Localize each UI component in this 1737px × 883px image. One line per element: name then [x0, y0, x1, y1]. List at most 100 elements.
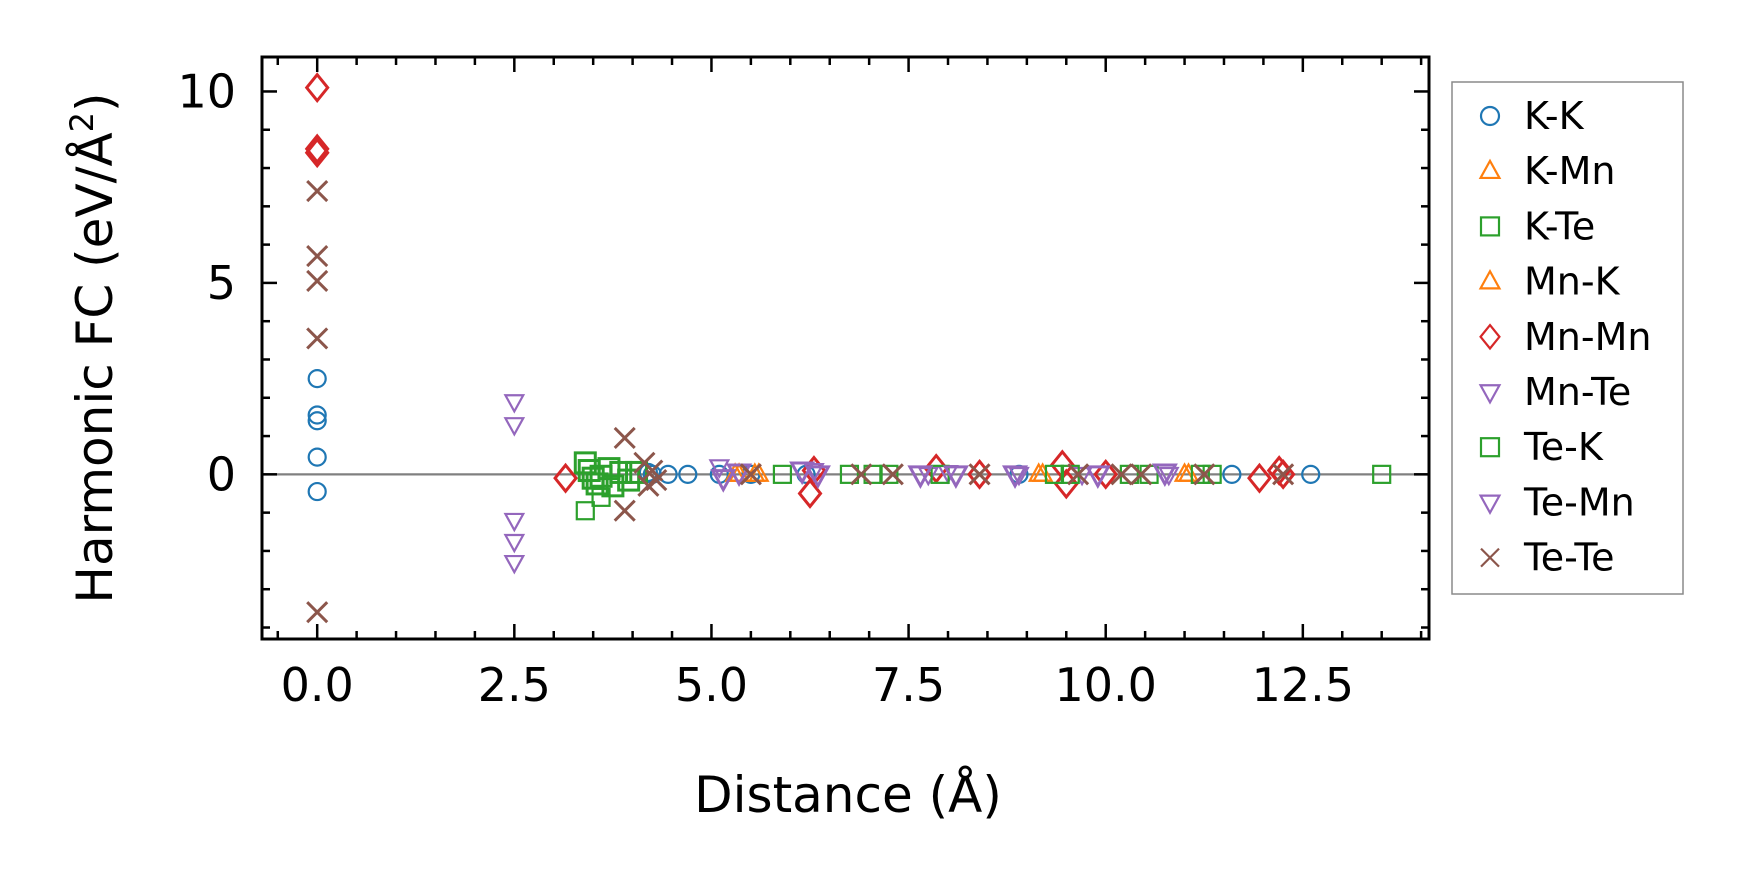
data-point — [708, 459, 731, 479]
data-point — [1044, 464, 1065, 484]
data-point — [923, 453, 949, 484]
markers-layer — [304, 72, 1392, 624]
data-point — [879, 464, 899, 484]
legend-label: Te-Mn — [1523, 480, 1635, 524]
data-point — [613, 426, 636, 450]
data-point — [645, 469, 668, 492]
y-axis-label: Harmonic FC (eV/Å2) — [63, 92, 124, 603]
data-point — [942, 465, 969, 489]
x-tick-label: 0.0 — [281, 658, 354, 712]
x-tick-label: 5.0 — [675, 658, 748, 712]
data-point — [678, 464, 698, 484]
x-tick-labels: 0.0 2.5 5.0 7.5 10.0 12.5 — [281, 658, 1354, 712]
data-point — [863, 464, 883, 484]
data-point — [304, 72, 330, 104]
legend-item-k-te: K-Te — [1479, 204, 1595, 248]
data-point — [503, 554, 526, 575]
series-k-te — [573, 451, 649, 498]
legend-item-te-te: Te-Te — [1480, 536, 1615, 580]
data-point — [613, 499, 636, 522]
legend-items: K-K K-Mn K-Te Mn-K Mn-Mn Mn-Te Te-K Te-Mn Te-Te — [1478, 94, 1651, 580]
legend-label: K-Mn — [1524, 149, 1616, 193]
legend-label: Mn-Mn — [1524, 315, 1651, 359]
data-point — [1372, 464, 1392, 484]
data-point — [1173, 462, 1196, 482]
data-point — [1272, 463, 1295, 486]
data-point — [1158, 466, 1180, 487]
y-tick-label: 0 — [207, 447, 236, 501]
legend-item-mn-k: Mn-K — [1478, 260, 1621, 304]
y-tick-labels: 0 5 10 — [177, 64, 236, 501]
data-point — [968, 463, 991, 486]
data-point — [1130, 463, 1153, 486]
data-point — [617, 468, 641, 492]
y-axis-label-main: Harmonic FC (eV/Å — [66, 132, 124, 603]
data-point — [306, 245, 329, 268]
data-point — [881, 463, 904, 486]
data-point — [1027, 462, 1050, 482]
legend-marker — [1478, 384, 1502, 405]
data-point — [1093, 458, 1119, 490]
legend-label: Mn-K — [1524, 260, 1621, 304]
data-point — [1067, 463, 1090, 486]
data-point — [1110, 463, 1133, 486]
legend-marker — [1479, 437, 1501, 458]
x-tick-label: 10.0 — [1054, 658, 1156, 712]
data-point — [503, 417, 526, 437]
legend: K-K K-Mn K-Te Mn-K Mn-Mn Mn-Te Te-K Te-Mn Te-Te — [1451, 81, 1684, 595]
data-point — [1151, 463, 1178, 488]
data-point — [1301, 464, 1321, 484]
data-point — [306, 601, 329, 624]
data-point — [609, 460, 633, 484]
ticks-layer — [262, 57, 1429, 639]
data-point — [503, 394, 526, 414]
legend-marker — [1478, 268, 1502, 290]
plot-frame — [260, 55, 1431, 641]
legend-label: Mn-Te — [1524, 370, 1631, 414]
data-point — [307, 481, 327, 502]
data-point — [575, 501, 595, 521]
data-point — [306, 179, 329, 203]
data-point — [573, 451, 597, 475]
legend-item-mn-te: Mn-Te — [1478, 370, 1631, 414]
data-point — [739, 463, 762, 486]
data-point — [850, 463, 873, 486]
data-point — [307, 369, 327, 389]
data-point — [789, 461, 816, 486]
data-point — [1222, 464, 1242, 484]
data-point — [967, 458, 992, 490]
legend-frame — [1451, 81, 1684, 595]
data-point — [1190, 464, 1210, 484]
data-point — [503, 512, 526, 533]
legend-item-mn-mn: Mn-Mn — [1479, 315, 1651, 359]
data-point — [724, 462, 746, 482]
data-point — [804, 465, 831, 489]
data-point — [503, 533, 526, 554]
data-point — [772, 464, 793, 484]
data-point — [658, 464, 678, 484]
legend-item-k-k: K-K — [1479, 94, 1585, 138]
legend-label: Te-K — [1523, 425, 1604, 469]
legend-label: K-K — [1524, 94, 1585, 138]
data-point — [304, 133, 330, 165]
data-point — [839, 464, 860, 484]
data-point — [307, 411, 327, 431]
data-point — [797, 478, 823, 509]
data-point — [591, 487, 611, 507]
x-tick-label: 2.5 — [478, 658, 551, 712]
series-te-te — [306, 179, 1295, 624]
data-point — [307, 447, 327, 467]
data-point — [304, 137, 330, 169]
series-te-mn — [710, 461, 1178, 493]
data-point — [585, 472, 609, 496]
data-point — [553, 462, 579, 494]
legend-label: Te-Te — [1523, 536, 1615, 580]
x-tick-label: 12.5 — [1252, 658, 1354, 712]
data-point — [907, 465, 934, 489]
data-point — [1084, 465, 1111, 489]
legend-item-te-mn: Te-Mn — [1478, 480, 1635, 524]
legend-marker — [1479, 216, 1501, 237]
y-axis-label-close: ) — [66, 92, 124, 112]
y-tick-label: 10 — [177, 64, 236, 118]
